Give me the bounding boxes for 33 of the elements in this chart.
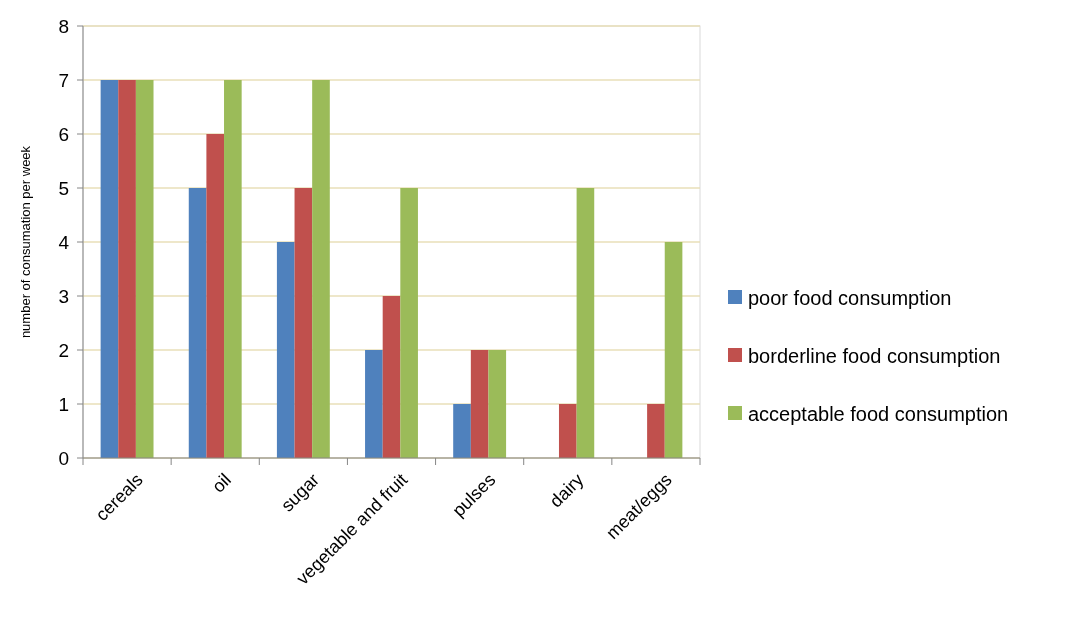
y-tick-label: 1: [58, 393, 69, 415]
x-tick-label: oil: [208, 469, 235, 497]
y-axis-title: number of consumation per week: [18, 145, 33, 339]
legend-label: poor food consumption: [748, 287, 952, 309]
bar: [365, 350, 383, 458]
y-tick-label: 5: [58, 177, 69, 199]
y-tick-label: 2: [58, 339, 69, 361]
bar: [558, 404, 577, 458]
legend-label: borderline food consumption: [748, 345, 1001, 367]
y-tick-label: 8: [58, 15, 69, 37]
bar: [664, 242, 683, 458]
bar: [400, 188, 418, 458]
y-tick-label: 7: [58, 69, 69, 91]
bar: [576, 188, 595, 458]
y-tick-label: 3: [58, 285, 69, 307]
bar: [188, 188, 207, 458]
bar: [224, 80, 242, 458]
bar: [470, 350, 489, 458]
bar: [312, 80, 330, 458]
bar: [206, 134, 225, 458]
bar: [118, 80, 136, 458]
y-tick-label: 0: [58, 447, 69, 469]
bar: [135, 80, 154, 458]
bar: [488, 350, 507, 458]
bar: [453, 404, 471, 458]
bar: [294, 188, 313, 458]
bar: [276, 242, 295, 458]
y-tick-label: 6: [58, 123, 69, 145]
legend-label: acceptable food consumption: [748, 403, 1009, 425]
bar: [647, 404, 665, 458]
y-tick-label: 4: [58, 231, 70, 253]
bar: [382, 296, 401, 458]
bar: [100, 80, 119, 458]
